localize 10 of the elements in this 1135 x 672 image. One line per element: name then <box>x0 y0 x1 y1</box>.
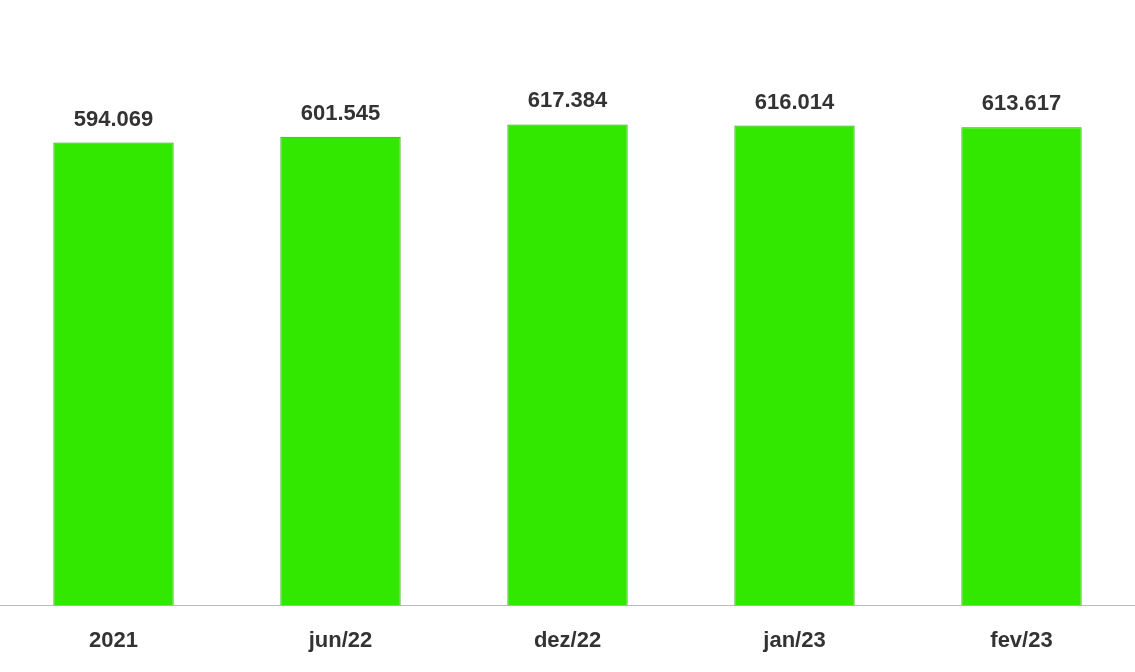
data-label: 616.014 <box>754 88 836 114</box>
data-label: 594.069 <box>73 105 154 131</box>
x-tick-label: fev/23 <box>990 626 1053 652</box>
x-tick-label: jun/22 <box>307 626 373 652</box>
x-tick-label: jan/23 <box>762 626 826 652</box>
x-tick-label: dez/22 <box>533 626 602 652</box>
data-label: 601.545 <box>300 99 381 125</box>
data-label: 617.384 <box>527 87 609 113</box>
x-tick-label: 2021 <box>89 626 138 652</box>
data-label: 613.617 <box>981 90 1062 116</box>
